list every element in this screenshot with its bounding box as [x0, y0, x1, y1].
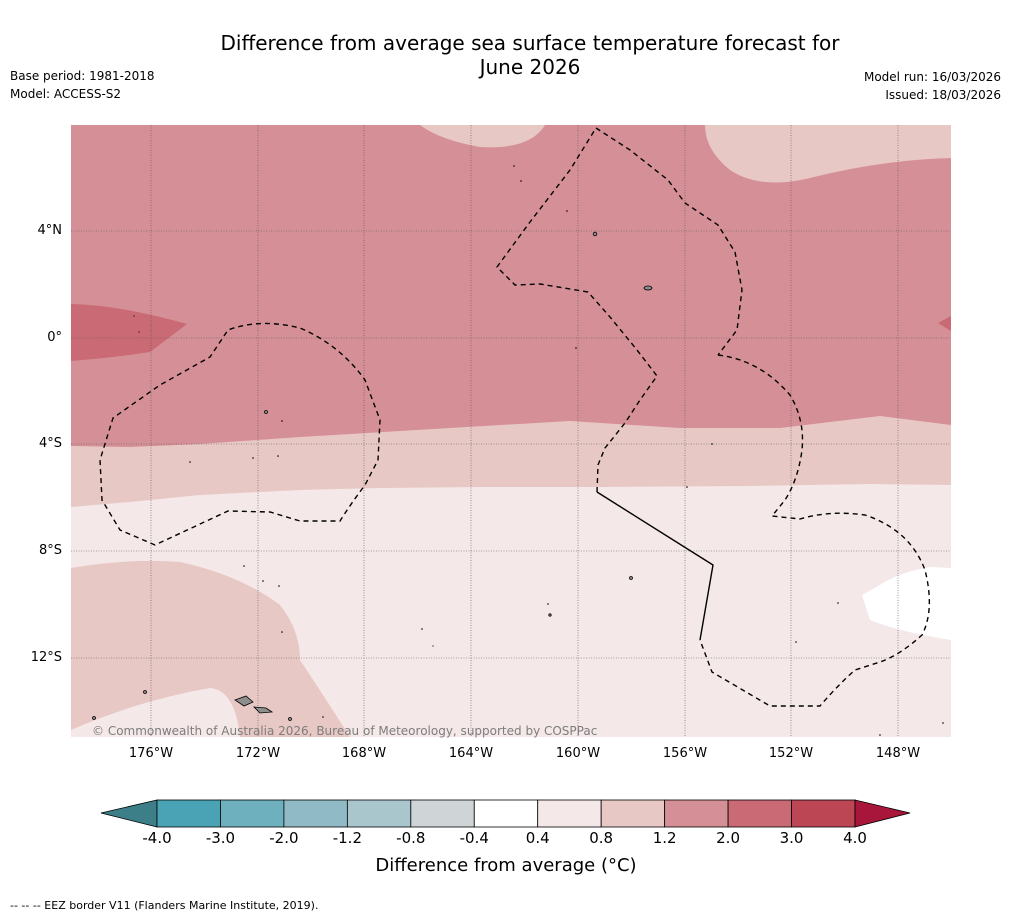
colorbar-cell: [664, 799, 729, 828]
colorbar-tick-label: -2.0: [269, 829, 299, 847]
colorbar-cell: [791, 799, 856, 828]
colorbar-tick-label: 0.8: [589, 829, 614, 847]
colorbar-tick-label: -1.2: [332, 829, 362, 847]
region-anomaly-0.8-1.2-north: [420, 125, 545, 148]
lat-label-8s: 8°S: [38, 543, 62, 558]
lon-label-156w: 156°W: [662, 746, 708, 761]
region-anomaly-0.8-1.2-southwest: [71, 560, 350, 737]
island-6: [288, 717, 292, 721]
issued-date: Issued: 18/03/2026: [885, 88, 1001, 102]
colorbar-cell: [410, 799, 475, 828]
model-name: Model: ACCESS-S2: [10, 87, 122, 101]
map-title: Difference from average sea surface temp…: [180, 31, 880, 79]
colorbar-tick-label: 0.4: [525, 829, 550, 847]
title-line-2: June 2026: [479, 55, 581, 79]
colorbar-cells: [156, 799, 856, 828]
lon-label-152w: 152°W: [768, 746, 814, 761]
lat-label-4s: 4°S: [38, 436, 62, 451]
colorbar-tick-label: 4.0: [843, 829, 867, 847]
model-run: Model run: 16/03/2026: [863, 70, 1001, 84]
lon-label-172w: 172°W: [235, 746, 281, 761]
region-anomaly-2.0-3.0-east: [938, 316, 951, 331]
colorbar: [100, 799, 911, 828]
eez-border-central: [496, 127, 743, 493]
copyright-notice: © Commonwealth of Australia 2026, Bureau…: [92, 724, 598, 738]
colorbar-cell: [220, 799, 285, 828]
lon-label-160w: 160°W: [555, 746, 601, 761]
lon-label-168w: 168°W: [341, 746, 387, 761]
lon-label-176w: 176°W: [128, 746, 174, 761]
colorbar-cell: [537, 799, 602, 828]
eez-border-west: [99, 322, 381, 546]
islets: [133, 165, 944, 736]
colorbar-low-extension: [100, 799, 158, 828]
colorbar-cell: [473, 799, 539, 828]
island-4: [629, 576, 633, 580]
map-plot-area: [71, 125, 951, 737]
meta-right: Model run: 16/03/2026 Issued: 18/03/2026: [864, 68, 1001, 104]
meta-left: Base period: 1981-2018 Model: ACCESS-S2: [10, 67, 155, 103]
island-2: [264, 410, 268, 414]
colorbar-high-extension: [854, 799, 911, 828]
colorbar-tick-label: -0.4: [459, 829, 489, 847]
lat-label-0: 0°: [47, 330, 62, 345]
graticule: [71, 125, 951, 737]
island-5: [548, 613, 552, 617]
colorbar-title: Difference from average (°C): [375, 855, 637, 876]
lon-label-164w: 164°W: [448, 746, 494, 761]
island-1: [592, 231, 598, 237]
colorbar-cell: [346, 799, 412, 828]
colorbar-cell: [727, 799, 792, 828]
region-anomaly-2.0-3.0-west: [71, 304, 187, 361]
colorbar-cell: [600, 799, 666, 828]
region-anomaly-1.2-2.0: [71, 125, 951, 447]
eez-border-east: [699, 354, 931, 707]
island-upolu: [252, 706, 274, 714]
title-line-1: Difference from average sea surface temp…: [220, 31, 840, 55]
colorbar-tick-label: 1.2: [652, 829, 677, 847]
colorbar-tick-label: -3.0: [205, 829, 236, 847]
eez-borders: [99, 127, 931, 707]
island-7: [92, 716, 96, 720]
islands: [92, 231, 653, 721]
lat-label-12s: 12°S: [30, 650, 62, 665]
lon-label-148w: 148°W: [875, 746, 921, 761]
eez-border-solid: [596, 491, 714, 641]
colorbar-tick-label: -4.0: [142, 829, 172, 847]
island-kiritimati: [643, 285, 653, 291]
colorbar-tick-label: 2.0: [716, 829, 740, 847]
region-anomaly-0.4-0.8-pocket: [71, 688, 240, 737]
region-anomaly-0.8-1.2-northeast: [705, 125, 951, 183]
island-3: [143, 690, 147, 694]
colorbar-cell: [156, 799, 221, 828]
colorbar-tick-label: 3.0: [779, 829, 804, 847]
colorbar-cell: [283, 799, 348, 828]
colorbar-tick-label: -0.8: [396, 829, 426, 847]
base-period: Base period: 1981-2018: [10, 69, 155, 83]
eez-legend-note: -- -- -- EEZ border V11 (Flanders Marine…: [10, 899, 319, 912]
lat-label-4n: 4°N: [37, 223, 63, 238]
island-savaii: [234, 695, 254, 707]
